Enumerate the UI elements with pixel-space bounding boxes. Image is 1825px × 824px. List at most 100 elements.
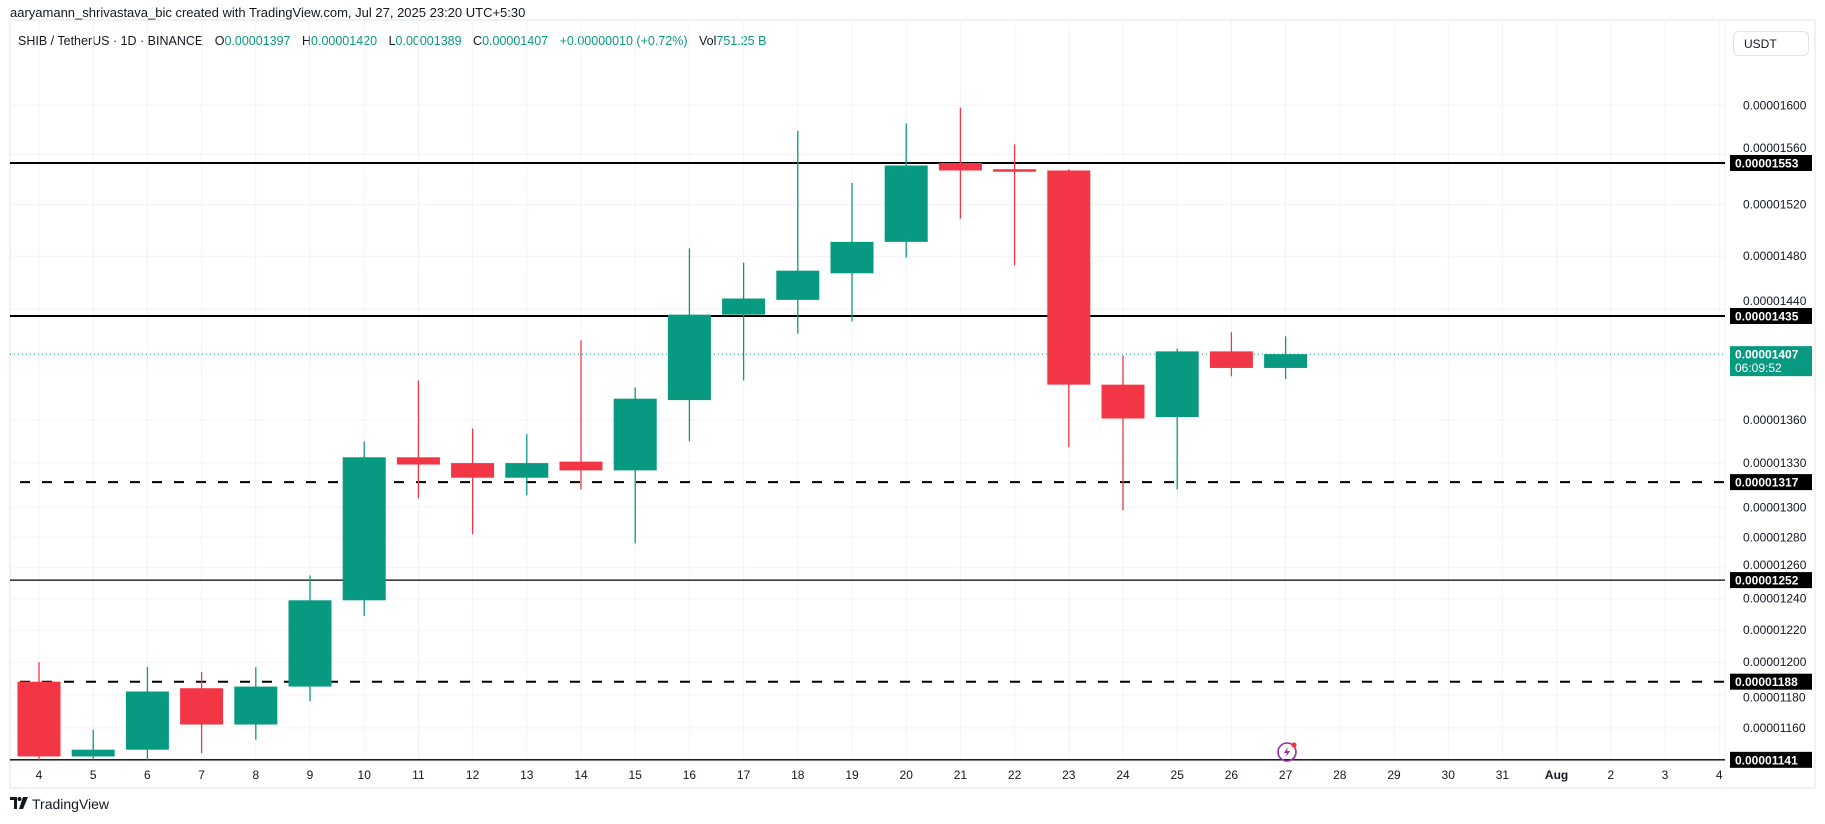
tradingview-logo-text: TradingView [32, 796, 110, 812]
price-level-badge-label: 0.00001553 [1735, 157, 1799, 171]
candle-27[interactable] [1264, 336, 1308, 380]
price-level-badge [1730, 572, 1812, 589]
price-level-badge [1730, 474, 1812, 491]
price-tick-label: 0.00001280 [1743, 530, 1807, 544]
price-tick-label: 0.00001600 [1743, 98, 1807, 112]
date-tick-label: 3 [1662, 768, 1669, 782]
price-tick-label: 0.00001300 [1743, 500, 1807, 514]
candle-18[interactable] [776, 130, 820, 334]
price-tick-label: 0.00001200 [1743, 655, 1807, 669]
candle-22[interactable] [993, 144, 1037, 266]
date-tick-label: 11 [412, 768, 425, 782]
price-tick-label: 0.00001160 [1743, 721, 1806, 735]
candle-body [234, 686, 278, 725]
date-tick-label: 6 [144, 768, 151, 782]
date-tick-label: 4 [36, 768, 43, 782]
candle-21[interactable] [938, 107, 982, 219]
candle-19[interactable] [830, 183, 874, 322]
open-value: 0.00001397 [224, 34, 291, 48]
candle-body [71, 749, 115, 757]
price-tick-label: 0.00001330 [1743, 456, 1807, 470]
price-tick-label: 0.00001440 [1743, 294, 1807, 308]
candle-body [288, 600, 332, 687]
candle-11[interactable] [396, 380, 440, 499]
candle-4[interactable] [17, 662, 61, 760]
change-value: +0.00000010 (+0.72%) [559, 34, 688, 48]
candle-14[interactable] [559, 340, 603, 490]
candle-5[interactable] [71, 729, 115, 760]
date-tick-label: 25 [1171, 768, 1185, 782]
candle-9[interactable] [288, 575, 332, 702]
open-label: O [214, 34, 225, 48]
close-value: 0.00001407 [482, 34, 549, 48]
candle-15[interactable] [613, 387, 657, 544]
date-tick-label: 8 [252, 768, 259, 782]
candle-26[interactable] [1209, 332, 1253, 377]
candle-12[interactable] [451, 428, 495, 535]
candle-body [559, 461, 603, 471]
date-tick-label: 26 [1225, 768, 1239, 782]
candle-body [180, 688, 224, 725]
candle-body [993, 169, 1037, 172]
symbol-title[interactable]: SHIB / TetherUS · 1D · BINANCE [18, 34, 204, 48]
date-tick-label: 15 [629, 768, 643, 782]
date-tick-label: Aug [1545, 768, 1568, 782]
candle-body [613, 398, 657, 471]
tradingview-logo-icon [10, 796, 28, 812]
lightning-icon[interactable] [1277, 742, 1297, 762]
candle-16[interactable] [667, 248, 711, 442]
candle-20[interactable] [884, 123, 928, 258]
candle-25[interactable] [1155, 348, 1199, 490]
date-tick-label: 18 [791, 768, 805, 782]
candle-body [505, 463, 549, 478]
price-axis[interactable]: 0.00001600 0.00001560 0.00001520 0.00001480… [1743, 98, 1807, 735]
date-tick-label: 20 [900, 768, 914, 782]
price-tick-label: 0.00001360 [1743, 413, 1807, 427]
tradingview-logo: TradingView [10, 796, 109, 812]
price-level-badge-label: 0.00001317 [1735, 476, 1799, 490]
price-level-badge [1730, 307, 1812, 324]
price-level-badge-label: 0.00001252 [1735, 574, 1799, 588]
candle-body [776, 270, 820, 300]
candle-23[interactable] [1047, 169, 1091, 448]
price-level-badge-label: 0.00001435 [1735, 309, 1799, 323]
chart-frame [9, 19, 1816, 789]
candle-10[interactable] [342, 441, 386, 617]
candle-body [342, 457, 386, 601]
date-tick-label: 14 [574, 768, 588, 782]
date-tick-label: 13 [520, 768, 534, 782]
time-axis[interactable]: 4 5 6 7 8 9 10 11 12 13 14 15 16 17 18 19 20 21 22 23 24 25 26… [36, 768, 1723, 782]
date-tick-label: 24 [1116, 768, 1130, 782]
price-tick-label: 0.00001560 [1743, 141, 1807, 155]
symbol-legend: SHIB / TetherUS · 1D · BINANCE O0.000013… [18, 34, 766, 48]
candle-8[interactable] [234, 667, 278, 740]
price-level-badge [1730, 673, 1812, 690]
candle-17[interactable] [722, 262, 766, 381]
price-tick-label: 0.00001520 [1743, 198, 1807, 212]
candle-24[interactable] [1101, 355, 1145, 511]
price-level-badge-label: 0.00001141 [1735, 753, 1798, 767]
volume-value: 751.25 B [716, 34, 767, 48]
last-price-badge [1730, 346, 1812, 377]
candle-body [1264, 354, 1308, 368]
horizontal-lines [10, 162, 1725, 761]
date-tick-label: 23 [1062, 768, 1076, 782]
candle-7[interactable] [180, 671, 224, 754]
price-tick-label: 0.00001480 [1743, 249, 1807, 263]
date-tick-label: 17 [737, 768, 751, 782]
date-tick-label: 31 [1496, 768, 1510, 782]
candle-6[interactable] [125, 667, 169, 760]
date-tick-label: 2 [1607, 768, 1614, 782]
price-tick-label: 0.00001260 [1743, 558, 1807, 572]
date-tick-label: 21 [954, 768, 968, 782]
low-label: L [388, 34, 396, 48]
date-tick-label: 16 [683, 768, 697, 782]
date-tick-label: 30 [1442, 768, 1456, 782]
currency-button[interactable]: USDT [1733, 31, 1809, 56]
countdown-label: 06:09:52 [1735, 361, 1782, 375]
price-badges: 0.00001553 0.00001435 0.00001317 0.00001252… [1730, 155, 1812, 768]
candle-body [830, 241, 874, 274]
candle-13[interactable] [505, 434, 549, 496]
candle-body [396, 457, 440, 465]
